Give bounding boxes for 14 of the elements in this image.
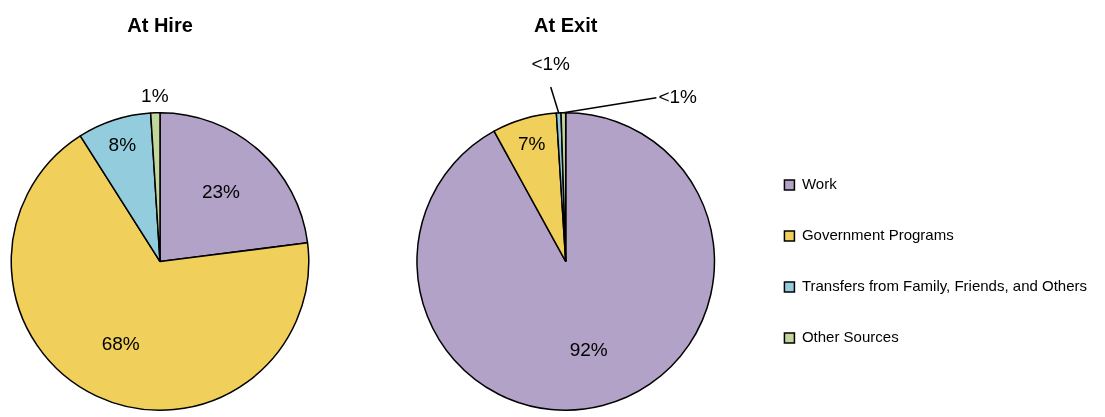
- data-label: 7%: [517, 132, 546, 154]
- legend-label: Government Programs: [801, 226, 954, 244]
- legend-label: Other Sources: [801, 328, 899, 346]
- legend-label: Transfers from Family, Friends, and Others: [801, 277, 1087, 295]
- data-label: 8%: [108, 133, 137, 155]
- data-label: 92%: [569, 339, 608, 361]
- data-label: <1%: [658, 86, 698, 107]
- data-label: <1%: [531, 53, 571, 75]
- data-label: 23%: [201, 180, 241, 202]
- chart-title: At Hire: [127, 13, 193, 36]
- legend-label: Work: [801, 175, 838, 193]
- chart-title: At Exit: [534, 13, 598, 36]
- data-label: 1%: [141, 85, 169, 107]
- data-label: 68%: [101, 333, 140, 355]
